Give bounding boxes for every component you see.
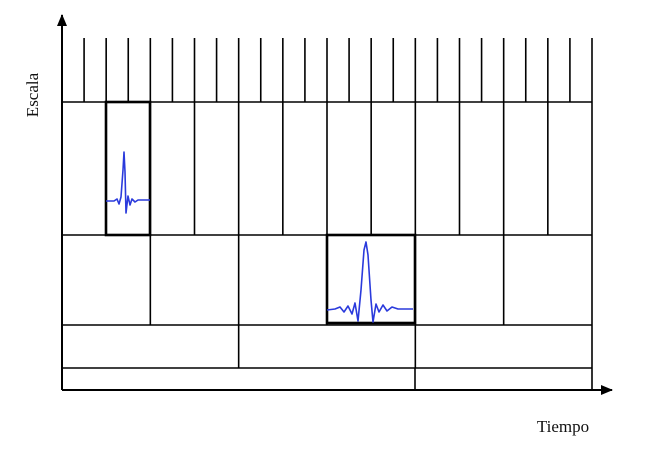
wavelet	[326, 241, 413, 323]
highlight-cell	[104, 100, 152, 237]
wavelet	[106, 151, 150, 214]
tiling-grid	[62, 38, 593, 390]
y-axis-label: Escala	[23, 72, 42, 117]
x-axis-label: Tiempo	[537, 417, 589, 436]
highlight-cell	[325, 233, 417, 325]
